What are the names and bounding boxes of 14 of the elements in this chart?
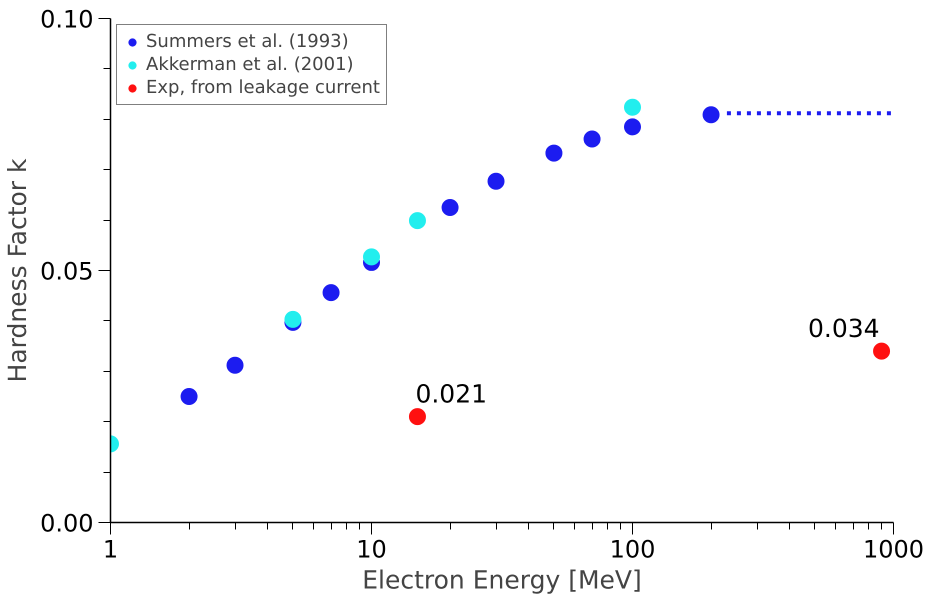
x-tick-label: 1000 bbox=[862, 536, 924, 564]
annotation: 0.034 bbox=[808, 314, 880, 344]
x-axis-title: Electron Energy [MeV] bbox=[362, 566, 642, 594]
legend-label: Summers et al. (1993) bbox=[146, 31, 349, 52]
y-tick-label: 0.00 bbox=[40, 510, 94, 538]
x-tick-label: 10 bbox=[356, 536, 387, 564]
x-tick-label: 100 bbox=[610, 536, 656, 564]
x-tick-label: 1 bbox=[102, 536, 118, 564]
legend-label: Akkerman et al. (2001) bbox=[146, 54, 354, 75]
y-axis-title: Hardness Factor k bbox=[3, 158, 32, 382]
annotation: 0.021 bbox=[415, 380, 488, 409]
y-tick-label: 0.05 bbox=[40, 258, 94, 286]
y-tick-label: 0.10 bbox=[40, 6, 94, 34]
legend-label: Exp, from leakage current bbox=[146, 77, 380, 98]
